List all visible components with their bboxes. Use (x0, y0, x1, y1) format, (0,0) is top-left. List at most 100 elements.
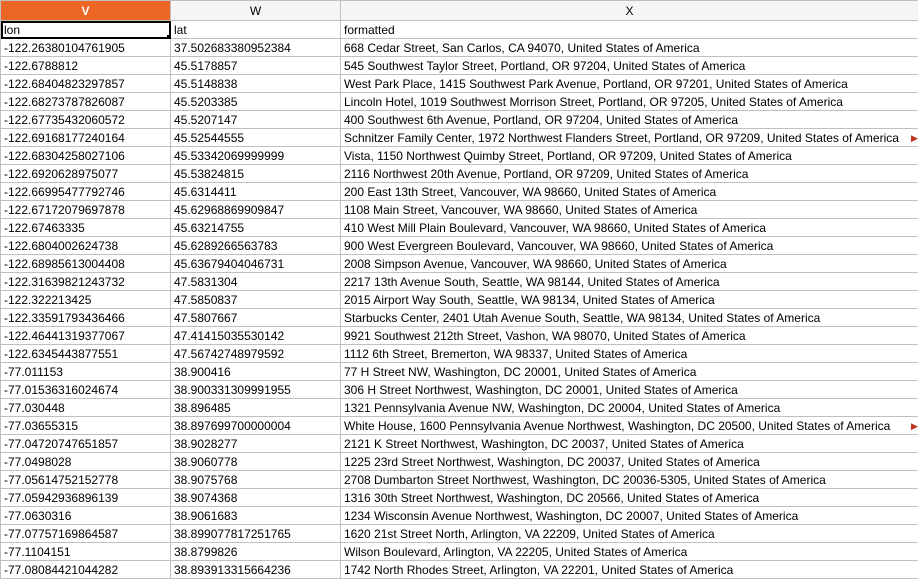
cell-w[interactable]: 38.8799826 (171, 543, 341, 561)
cell-x[interactable]: 200 East 13th Street, Vancouver, WA 9866… (341, 183, 918, 201)
cell-v[interactable]: -77.04720747651857 (1, 435, 171, 453)
cell-w[interactable]: lat (171, 21, 341, 39)
cell-x[interactable]: 2008 Simpson Avenue, Vancouver, WA 98660… (341, 255, 918, 273)
cell-w[interactable]: 45.62968869909847 (171, 201, 341, 219)
cell-v[interactable]: -122.26380104761905 (1, 39, 171, 57)
cell-w[interactable]: 38.900331309991955 (171, 381, 341, 399)
cell-w[interactable]: 38.900416 (171, 363, 341, 381)
cell-x[interactable]: 410 West Mill Plain Boulevard, Vancouver… (341, 219, 918, 237)
cell-w[interactable]: 38.9061683 (171, 507, 341, 525)
table-row: -122.6840482329785745.5148838West Park P… (1, 75, 918, 93)
cell-w[interactable]: 47.56742748979592 (171, 345, 341, 363)
cell-x[interactable]: 2116 Northwest 20th Avenue, Portland, OR… (341, 165, 918, 183)
cell-w[interactable]: 45.5148838 (171, 75, 341, 93)
cell-v[interactable]: -77.0498028 (1, 453, 171, 471)
cell-v[interactable]: -77.030448 (1, 399, 171, 417)
cell-v[interactable]: -77.011153 (1, 363, 171, 381)
cell-w[interactable]: 47.5831304 (171, 273, 341, 291)
cell-x[interactable]: Lincoln Hotel, 1019 Southwest Morrison S… (341, 93, 918, 111)
cell-x[interactable]: 668 Cedar Street, San Carlos, CA 94070, … (341, 39, 918, 57)
cell-w[interactable]: 45.52544555 (171, 129, 341, 147)
cell-x[interactable]: 1234 Wisconsin Avenue Northwest, Washing… (341, 507, 918, 525)
cell-w[interactable]: 47.5807667 (171, 309, 341, 327)
column-header-w[interactable]: W (171, 1, 341, 21)
cell-v[interactable]: -122.322213425 (1, 291, 171, 309)
column-header-x[interactable]: X (341, 1, 918, 21)
cell-x[interactable]: White House, 1600 Pennsylvania Avenue No… (341, 417, 918, 435)
cell-v[interactable]: -122.67172079697878 (1, 201, 171, 219)
cell-v[interactable]: -122.68985613004408 (1, 255, 171, 273)
cell-w[interactable]: 38.899077817251765 (171, 525, 341, 543)
cell-v[interactable]: -122.31639821243732 (1, 273, 171, 291)
cell-v[interactable]: -122.69168177240164 (1, 129, 171, 147)
cell-v[interactable]: -77.03655315 (1, 417, 171, 435)
cell-x[interactable]: 1316 30th Street Northwest, Washington, … (341, 489, 918, 507)
cell-w[interactable]: 45.53342069999999 (171, 147, 341, 165)
cell-x[interactable]: West Park Place, 1415 Southwest Park Ave… (341, 75, 918, 93)
cell-x[interactable]: 9921 Southwest 212th Street, Vashon, WA … (341, 327, 918, 345)
cell-x[interactable]: 900 West Evergreen Boulevard, Vancouver,… (341, 237, 918, 255)
cell-v[interactable]: -122.6804002624738 (1, 237, 171, 255)
cell-x[interactable]: 1321 Pennsylvania Avenue NW, Washington,… (341, 399, 918, 417)
cell-w[interactable]: 37.502683380952384 (171, 39, 341, 57)
cell-w[interactable]: 38.9074368 (171, 489, 341, 507)
cell-v[interactable]: -77.08084421044282 (1, 561, 171, 579)
cell-v[interactable]: -122.6788812 (1, 57, 171, 75)
cell-v[interactable]: -122.68404823297857 (1, 75, 171, 93)
cell-v[interactable]: -122.67463335 (1, 219, 171, 237)
cell-x[interactable]: 1112 6th Street, Bremerton, WA 98337, Un… (341, 345, 918, 363)
cell-x[interactable]: 400 Southwest 6th Avenue, Portland, OR 9… (341, 111, 918, 129)
cell-x[interactable]: 2121 K Street Northwest, Washington, DC … (341, 435, 918, 453)
cell-w[interactable]: 45.63214755 (171, 219, 341, 237)
spreadsheet-table[interactable]: V W X lonlatformatted -122.26380104761905… (0, 0, 918, 579)
cell-v[interactable]: -122.33591793436466 (1, 309, 171, 327)
cell-v[interactable]: -122.66995477792746 (1, 183, 171, 201)
cell-x[interactable]: 1620 21st Street North, Arlington, VA 22… (341, 525, 918, 543)
cell-w[interactable]: 38.896485 (171, 399, 341, 417)
cell-w[interactable]: 45.5207147 (171, 111, 341, 129)
cell-w[interactable]: 45.63679404046731 (171, 255, 341, 273)
cell-v[interactable]: -122.46441319377067 (1, 327, 171, 345)
cell-x[interactable]: 1108 Main Street, Vancouver, WA 98660, U… (341, 201, 918, 219)
cell-x[interactable]: 2217 13th Avenue South, Seattle, WA 9814… (341, 273, 918, 291)
cell-x[interactable]: 545 Southwest Taylor Street, Portland, O… (341, 57, 918, 75)
cell-x[interactable]: 1225 23rd Street Northwest, Washington, … (341, 453, 918, 471)
cell-x[interactable]: Starbucks Center, 2401 Utah Avenue South… (341, 309, 918, 327)
cell-v[interactable]: -122.68304258027106 (1, 147, 171, 165)
cell-v[interactable]: -122.68273787826087 (1, 93, 171, 111)
cell-x[interactable]: Wilson Boulevard, Arlington, VA 22205, U… (341, 543, 918, 561)
cell-v[interactable]: -77.01536316024674 (1, 381, 171, 399)
table-row: -122.678881245.5178857545 Southwest Tayl… (1, 57, 918, 75)
cell-w[interactable]: 45.6314411 (171, 183, 341, 201)
cell-x[interactable]: 306 H Street Northwest, Washington, DC 2… (341, 381, 918, 399)
cell-v[interactable]: -122.6345443877551 (1, 345, 171, 363)
cell-x[interactable]: 1742 North Rhodes Street, Arlington, VA … (341, 561, 918, 579)
cell-w[interactable]: 38.9060778 (171, 453, 341, 471)
table-row: -122.6830425802710645.53342069999999Vist… (1, 147, 918, 165)
column-header-v[interactable]: V (1, 1, 171, 21)
cell-v[interactable]: -77.0630316 (1, 507, 171, 525)
cell-w[interactable]: 38.897699700000004 (171, 417, 341, 435)
cell-w[interactable]: 45.5178857 (171, 57, 341, 75)
cell-v[interactable]: -77.1104151 (1, 543, 171, 561)
cell-w[interactable]: 38.9075768 (171, 471, 341, 489)
cell-w[interactable]: 45.53824815 (171, 165, 341, 183)
cell-w[interactable]: 45.5203385 (171, 93, 341, 111)
cell-w[interactable]: 45.6289266563783 (171, 237, 341, 255)
cell-x[interactable]: 2015 Airport Way South, Seattle, WA 9813… (341, 291, 918, 309)
cell-x[interactable]: formatted (341, 21, 918, 39)
cell-v[interactable]: -122.6920628975077 (1, 165, 171, 183)
cell-w[interactable]: 47.5850837 (171, 291, 341, 309)
cell-x[interactable]: Vista, 1150 Northwest Quimby Street, Por… (341, 147, 918, 165)
cell-v[interactable]: -77.07757169864587 (1, 525, 171, 543)
cell-v[interactable]: -77.05614752152778 (1, 471, 171, 489)
cell-w[interactable]: 38.9028277 (171, 435, 341, 453)
cell-x[interactable]: Schnitzer Family Center, 1972 Northwest … (341, 129, 918, 147)
cell-v[interactable]: lon (1, 21, 171, 39)
cell-v[interactable]: -122.67735432060572 (1, 111, 171, 129)
cell-w[interactable]: 38.893913315664236 (171, 561, 341, 579)
cell-w[interactable]: 47.41415035530142 (171, 327, 341, 345)
cell-x[interactable]: 2708 Dumbarton Street Northwest, Washing… (341, 471, 918, 489)
cell-x[interactable]: 77 H Street NW, Washington, DC 20001, Un… (341, 363, 918, 381)
cell-v[interactable]: -77.05942936896139 (1, 489, 171, 507)
